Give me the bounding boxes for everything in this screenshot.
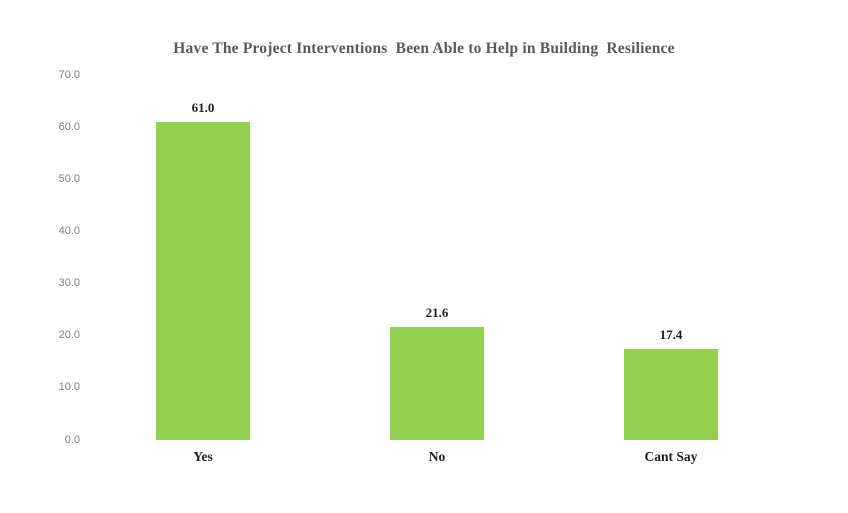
bar-value-label: 61.0	[191, 99, 215, 115]
bar-cant-say	[624, 349, 718, 440]
category-label: Cant Say	[644, 449, 698, 464]
bar-yes	[156, 121, 250, 440]
bar-no	[390, 327, 484, 440]
y-axis: 70.0 60.0 50.0 40.0 30.0 20.0 10.0 0.0	[0, 0, 80, 513]
y-tick-label: 40.0	[58, 224, 80, 237]
category-label: Yes	[193, 449, 213, 464]
y-tick-label: 70.0	[58, 68, 80, 81]
y-tick-label: 60.0	[58, 120, 80, 133]
bar-value-label: 21.6	[425, 305, 449, 321]
y-tick-label: 30.0	[58, 277, 80, 290]
y-tick-label: 20.0	[58, 329, 80, 342]
category-label: No	[428, 449, 446, 464]
y-tick-label: 0.0	[64, 433, 80, 446]
bar-value-label: 17.4	[659, 327, 683, 343]
y-tick-label: 10.0	[58, 381, 80, 394]
chart-title: Have The Project Interventions Been Able…	[173, 40, 675, 57]
y-tick-label: 50.0	[58, 172, 80, 185]
